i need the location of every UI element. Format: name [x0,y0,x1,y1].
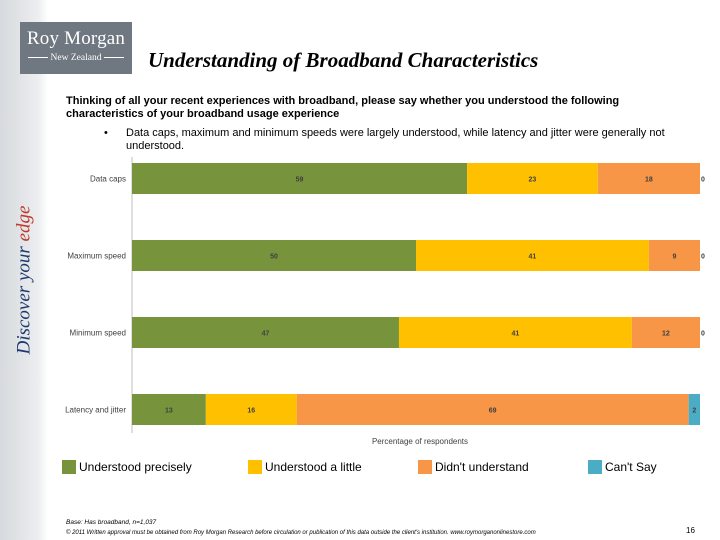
bullet-symbol: • [104,127,108,139]
data-label: 9 [672,254,676,261]
roy-morgan-logo: Roy Morgan New Zealand [20,22,132,74]
data-label: 12 [662,331,670,338]
legend-label: Understood a little [265,460,362,474]
legend-swatch [248,460,262,474]
tagline-accent: edge [13,205,35,242]
page-title: Understanding of Broadband Characteristi… [148,48,539,72]
tagline: Discover your edge [13,206,35,355]
left-brand-band [0,0,48,540]
tagline-main: Discover your [13,241,35,355]
data-label: 69 [489,408,497,415]
logo-region: New Zealand [50,53,102,63]
category-label: Latency and jitter [65,406,126,415]
data-label: 41 [512,331,520,338]
data-label: 0 [701,254,705,261]
data-label: 59 [296,177,304,184]
bar-segment [205,394,297,425]
data-label: 50 [270,254,278,261]
bar-segment [296,394,689,425]
tagline-container: Discover your edge [6,160,42,400]
category-label: Minimum speed [70,329,126,338]
data-label: 41 [529,254,537,261]
legend-label: Can't Say [605,460,657,474]
bar-segment [648,240,700,271]
bar-segment [467,163,598,194]
bar-segment [688,394,700,425]
bar-segment [597,163,700,194]
data-label: 18 [645,177,653,184]
bar-segment [631,317,700,348]
data-label: 0 [701,177,705,184]
legend-swatch [588,460,602,474]
key-finding: • Data caps, maximum and minimum speeds … [104,127,704,153]
data-label: 23 [529,177,537,184]
data-label: 0 [701,331,705,338]
bar-segment [398,317,632,348]
bar-segment [132,163,468,194]
category-label: Maximum speed [67,252,126,261]
category-label: Data caps [90,175,126,184]
stacked-bar-chart: Data caps 59 23 18 0 Maximum speed 50 41 9 0 Minim… [65,157,705,446]
data-label: 13 [165,408,173,415]
bar-segment [132,394,206,425]
x-axis-title: Percentage of respondents [372,437,468,446]
question-text: Thinking of all your recent experiences … [66,95,620,120]
data-label: 2 [692,408,696,415]
base-note: Base: Has broadband, n=1,037 [66,519,157,526]
data-label: 16 [247,408,255,415]
logo-region-line: New Zealand [20,53,132,63]
legend-label: Understood precisely [79,460,192,474]
bar-segment [132,240,416,271]
legend-swatch [418,460,432,474]
data-label: 47 [262,331,270,338]
legend-swatch [62,460,76,474]
legend-label: Didn't understand [435,460,529,474]
bar-segment [416,240,649,271]
logo-brand: Roy Morgan [26,28,126,49]
bar-segment [132,317,399,348]
page-number: 16 [686,526,695,535]
copyright-note: © 2011 Written approval must be obtained… [66,530,536,536]
key-finding-text: Data caps, maximum and minimum speeds we… [126,127,665,152]
